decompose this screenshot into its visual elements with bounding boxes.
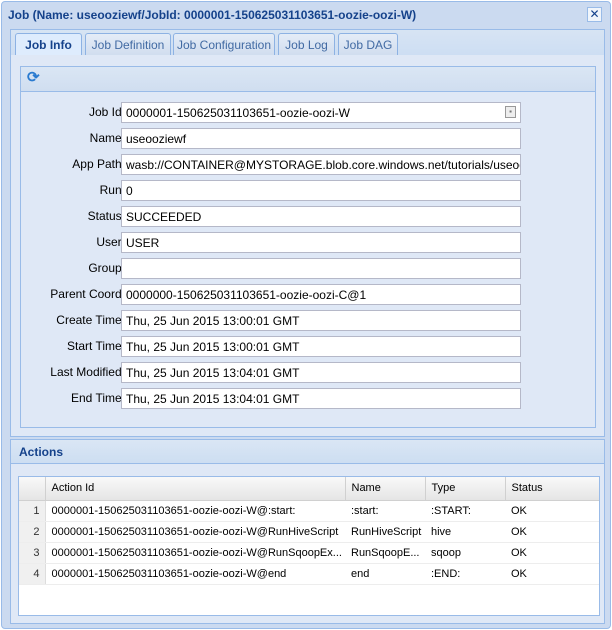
field-row: Group: xyxy=(21,258,597,279)
user-field[interactable]: USER xyxy=(121,232,521,253)
column-header-status[interactable]: Status xyxy=(505,477,599,501)
window-title: Job (Name: useooziewf/JobId: 0000001-150… xyxy=(8,8,417,22)
toolbar: ⟳ xyxy=(21,67,595,92)
run-label: Run: xyxy=(99,183,125,197)
column-header-type[interactable]: Type xyxy=(425,477,506,501)
name-cell: RunHiveScript xyxy=(345,521,425,543)
tab-job-configuration[interactable]: Job Configuration xyxy=(173,33,275,57)
grid-header: Action Id Name Type Status xyxy=(19,477,599,501)
table-row[interactable]: 1 0000001-150625031103651-oozie-oozi-W@:s… xyxy=(19,500,599,522)
create-time-field[interactable]: Thu, 25 Jun 2015 13:00:01 GMT xyxy=(121,310,521,331)
job-id-field[interactable]: 0000001-150625031103651-oozie-oozi-W xyxy=(121,102,521,123)
row-number: 1 xyxy=(19,500,46,522)
type-cell: sqoop xyxy=(425,542,505,564)
field-row: Parent Coord: 0000000-150625031103651-ooz… xyxy=(21,284,597,305)
tab-job-definition[interactable]: Job Definition xyxy=(85,33,171,57)
group-label: Group: xyxy=(88,261,125,275)
job-info-panel: ⟳ Job Id: 0000001-150625031103651-oozie-o… xyxy=(10,55,605,437)
status-cell: OK xyxy=(505,542,599,564)
end-time-field[interactable]: Thu, 25 Jun 2015 13:04:01 GMT xyxy=(121,388,521,409)
field-row: Last Modified: Thu, 25 Jun 2015 13:04:01 … xyxy=(21,362,597,383)
start-time-label: Start Time: xyxy=(66,339,125,353)
field-row: Name: useooziewf xyxy=(21,128,597,149)
rownumber-header xyxy=(19,477,46,501)
actions-title: Actions xyxy=(11,440,604,464)
status-field[interactable]: SUCCEEDED xyxy=(121,206,521,227)
row-number: 4 xyxy=(19,563,46,585)
name-field[interactable]: useooziewf xyxy=(121,128,521,149)
table-row[interactable]: 4 0000001-150625031103651-oozie-oozi-W@en… xyxy=(19,563,599,585)
name-cell: RunSqoopE... xyxy=(345,542,425,564)
refresh-icon[interactable]: ⟳ xyxy=(27,69,40,86)
start-time-field[interactable]: Thu, 25 Jun 2015 13:00:01 GMT xyxy=(121,336,521,357)
tab-job-info[interactable]: Job Info xyxy=(15,33,82,58)
actions-grid: Action Id Name Type Status 1 0000001-1506… xyxy=(18,476,600,616)
field-row: App Path: wasb://CONTAINER@MYSTORAGE.blob… xyxy=(21,154,597,175)
name-label: Name: xyxy=(89,131,125,145)
close-icon[interactable]: ✕ xyxy=(587,7,602,22)
action-id-cell: 0000001-150625031103651-oozie-oozi-W@:st… xyxy=(45,500,345,522)
name-cell: end xyxy=(345,563,425,585)
row-number: 2 xyxy=(19,521,46,543)
action-id-cell: 0000001-150625031103651-oozie-oozi-W@Run… xyxy=(45,521,345,543)
end-time-label: End Time: xyxy=(70,391,125,405)
status-cell: OK xyxy=(505,563,599,585)
field-row: Status: SUCCEEDED xyxy=(21,206,597,227)
name-cell: :start: xyxy=(345,500,425,522)
parent-coord-field[interactable]: 0000000-150625031103651-oozie-oozi-C@1 xyxy=(121,284,521,305)
app-path-field[interactable]: wasb://CONTAINER@MYSTORAGE.blob.core.win… xyxy=(121,154,521,175)
job-id-label: Job Id: xyxy=(88,105,125,119)
app-path-label: App Path: xyxy=(72,157,125,171)
create-time-label: Create Time: xyxy=(56,313,125,327)
column-header-name[interactable]: Name xyxy=(345,477,426,501)
parent-coord-label: Parent Coord: xyxy=(50,287,125,301)
tab-job-dag[interactable]: Job DAG xyxy=(338,33,398,57)
field-row: Job Id: 0000001-150625031103651-oozie-ooz… xyxy=(21,102,597,123)
status-cell: OK xyxy=(505,521,599,543)
status-label: Status: xyxy=(87,209,125,223)
field-row: User: USER xyxy=(21,232,597,253)
group-field[interactable] xyxy=(121,258,521,279)
row-number: 3 xyxy=(19,542,46,564)
type-cell: :START: xyxy=(425,500,505,522)
status-cell: OK xyxy=(505,500,599,522)
type-cell: :END: xyxy=(425,563,505,585)
user-label: User: xyxy=(96,235,125,249)
job-info-form: ⟳ Job Id: 0000001-150625031103651-oozie-o… xyxy=(20,66,596,428)
tab-bar: Job Info Job Definition Job Configuratio… xyxy=(10,29,605,58)
column-header-action-id[interactable]: Action Id xyxy=(45,477,346,501)
last-modified-label: Last Modified: xyxy=(50,365,125,379)
field-row: Create Time: Thu, 25 Jun 2015 13:00:01 GM… xyxy=(21,310,597,331)
field-row: Run: 0 xyxy=(21,180,597,201)
actions-panel: Actions Action Id Name Type Status 1 0000… xyxy=(10,439,605,624)
last-modified-field[interactable]: Thu, 25 Jun 2015 13:04:01 GMT xyxy=(121,362,521,383)
action-id-cell: 0000001-150625031103651-oozie-oozi-W@end xyxy=(45,563,345,585)
table-row[interactable]: 2 0000001-150625031103651-oozie-oozi-W@Ru… xyxy=(19,521,599,543)
table-row[interactable]: 3 0000001-150625031103651-oozie-oozi-W@Ru… xyxy=(19,542,599,564)
tab-job-log[interactable]: Job Log xyxy=(278,33,335,57)
type-cell: hive xyxy=(425,521,505,543)
run-field[interactable]: 0 xyxy=(121,180,521,201)
lock-icon: ▪ xyxy=(505,106,516,118)
action-id-cell: 0000001-150625031103651-oozie-oozi-W@Run… xyxy=(45,542,345,564)
field-row: Start Time: Thu, 25 Jun 2015 13:00:01 GMT xyxy=(21,336,597,357)
field-row: End Time: Thu, 25 Jun 2015 13:04:01 GMT xyxy=(21,388,597,409)
